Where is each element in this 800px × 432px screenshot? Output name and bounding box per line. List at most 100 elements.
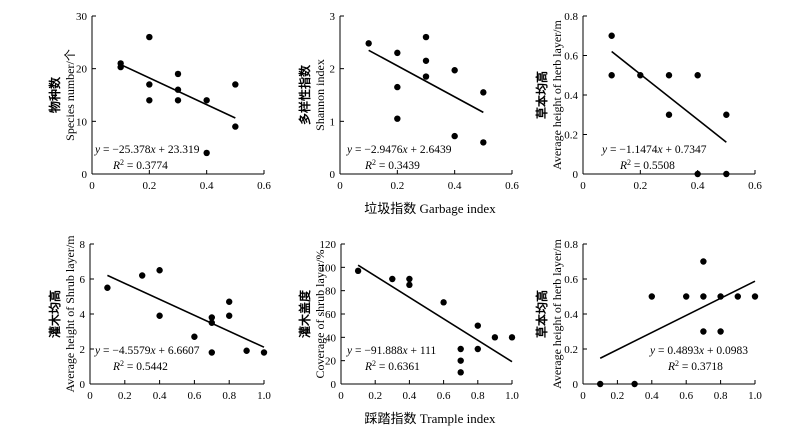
data-point: [226, 312, 233, 319]
data-point: [389, 275, 396, 283]
y-axis-label: 多样性指数Shannon index: [297, 59, 327, 131]
data-point: [208, 314, 215, 321]
regression-equation: y = 0.4893x + 0.0983: [649, 345, 748, 357]
y-tick-label: 0.4: [564, 309, 578, 321]
x-tick-label: 1.0: [505, 390, 519, 402]
data-point: [422, 57, 430, 64]
x-tick-label: 0.6: [437, 390, 451, 402]
trend-line: [368, 49, 484, 114]
x-tick-label: 0: [89, 180, 95, 192]
data-point: [700, 258, 707, 265]
data-point: [232, 81, 239, 88]
y-axis-label-en: Average height of Shrub layer/m: [63, 235, 77, 393]
data-point: [354, 267, 362, 275]
y-axis-label: 物种数Species number/个: [47, 49, 77, 141]
data-point: [174, 86, 182, 93]
regression-equation: y = −91.888x + 111: [346, 345, 436, 357]
y-tick-label: 0.4: [564, 90, 578, 102]
x-tick-label: 0: [580, 390, 586, 402]
y-tick-label: 60: [325, 309, 337, 321]
data-point: [146, 97, 153, 104]
x-tick-label: 1.0: [748, 390, 762, 402]
x-tick-label: 0.6: [257, 180, 271, 192]
data-point: [156, 267, 163, 274]
data-point: [608, 32, 615, 39]
data-point: [146, 81, 153, 88]
trend-line: [357, 264, 513, 363]
data-point: [723, 170, 730, 178]
x-tick-label: 0.4: [153, 390, 167, 402]
data-point: [717, 328, 724, 335]
x-tick-label: 0.2: [611, 390, 625, 402]
y-tick-label: 0: [330, 169, 336, 181]
data-point: [422, 33, 430, 41]
data-point: [457, 369, 464, 376]
r-squared-label: R2 = 0.3774: [112, 158, 168, 173]
data-point: [457, 345, 464, 353]
r-squared-label: R2 = 0.3718: [667, 359, 723, 374]
y-axis-label: 灌木均高Average height of Shrub layer/m: [47, 235, 77, 393]
x-tick-label: 1.0: [257, 390, 271, 402]
data-point: [394, 83, 401, 91]
x-tick-label: 0.6: [505, 180, 519, 192]
data-point: [174, 70, 182, 78]
y-axis-label-cn: 草本均高: [534, 71, 549, 119]
y-tick-label: 10: [76, 116, 88, 128]
y-tick-label: 3: [330, 11, 336, 23]
y-tick-label: 0.8: [564, 11, 578, 23]
data-point: [474, 322, 481, 329]
r-squared-label: R2 = 0.6361: [364, 359, 420, 374]
y-axis-label-cn: 灌木盖度: [297, 289, 312, 339]
x-tick-label: 0: [338, 390, 344, 402]
x-tick-label: 0.8: [222, 390, 236, 402]
x-tick-label: 0.8: [471, 390, 485, 402]
x-tick-label: 0: [337, 180, 343, 192]
data-point: [734, 293, 741, 300]
data-point: [637, 72, 644, 79]
data-point: [394, 115, 401, 122]
x-tick-label: 0.2: [118, 390, 132, 402]
data-point: [451, 67, 458, 74]
y-axis-label: 草本均高Average height of herb layer/m: [534, 19, 564, 169]
y-axis-label-cn: 灌木均高: [47, 290, 62, 339]
data-point: [174, 97, 182, 104]
r-squared-label: R2 = 0.5442: [112, 359, 168, 374]
y-axis-label: 灌木盖度Coverage of shrub layer/%: [297, 250, 327, 379]
data-point: [203, 97, 210, 104]
data-point: [700, 293, 707, 300]
y-tick-label: 0.6: [564, 274, 578, 286]
regression-equation: y = −1.1474x + 0.7347: [601, 144, 707, 156]
y-tick-label: 0: [573, 379, 579, 391]
data-point: [226, 298, 233, 305]
trend-line: [107, 274, 265, 348]
row1-x-axis-label: 垃圾指数 Garbage index: [364, 201, 496, 216]
x-tick-label: 0.4: [403, 390, 417, 402]
row2-x-axis-label: 踩踏指数 Trample index: [365, 411, 496, 426]
y-axis-label-cn: 草本均高: [534, 290, 549, 338]
panel-2: 0 0.2 0.4 0.6 0 1 2 3 多样性指数Shannon index y = −2.9…: [297, 11, 520, 192]
data-point: [203, 149, 210, 157]
data-point: [648, 293, 655, 300]
trend-line: [611, 50, 727, 143]
y-tick-label: 80: [325, 286, 337, 298]
data-point: [243, 347, 250, 354]
y-tick-label: 8: [80, 239, 86, 251]
y-tick-label: 6: [80, 274, 86, 286]
y-tick-label: 100: [320, 262, 337, 274]
y-tick-label: 4: [80, 309, 86, 321]
x-tick-label: 0.6: [748, 180, 762, 192]
data-point: [139, 272, 146, 279]
regression-equation: y = −25.378x + 23.319: [94, 144, 200, 156]
data-point: [191, 333, 198, 340]
data-point: [457, 357, 464, 364]
y-tick-label: 0: [80, 379, 86, 391]
data-point: [665, 72, 673, 79]
y-tick-label: 0.2: [564, 130, 578, 142]
y-tick-label: 0: [331, 379, 337, 391]
y-tick-label: 20: [76, 64, 88, 76]
x-tick-label: 0.8: [714, 390, 728, 402]
y-tick-label: 30: [76, 11, 88, 23]
x-tick-label: 0: [87, 390, 93, 402]
